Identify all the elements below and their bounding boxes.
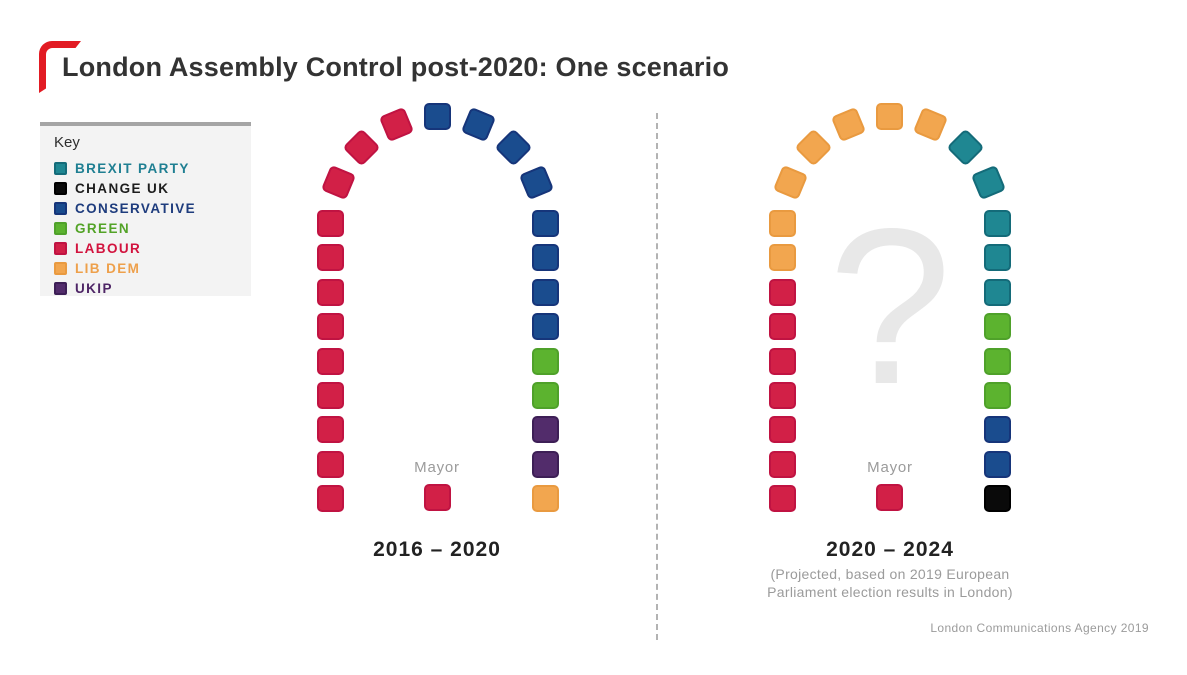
seat	[983, 485, 1011, 512]
mayor-seat	[424, 483, 451, 511]
caption-2016-2020: 2016 – 2020	[277, 538, 597, 562]
legend-item-conservative: CONSERVATIVE	[54, 198, 239, 218]
seat	[983, 210, 1011, 237]
seat	[316, 278, 344, 306]
legend-item-labour: LABOUR	[54, 238, 239, 258]
legend-item-brexit: BREXIT PARTY	[54, 158, 239, 178]
legend-swatch-libdem	[54, 261, 67, 275]
seat	[316, 485, 344, 512]
seat	[531, 278, 559, 306]
seat	[316, 381, 344, 409]
seat	[494, 128, 533, 167]
seat	[768, 450, 796, 478]
caption-title-left: 2016 – 2020	[373, 538, 501, 561]
legend-item-changeuk: CHANGE UK	[54, 178, 239, 198]
seat	[983, 416, 1011, 444]
page-title: London Assembly Control post-2020: One s…	[62, 52, 730, 82]
seat	[531, 416, 559, 444]
seat	[772, 164, 808, 200]
seat	[531, 210, 559, 237]
seat	[768, 347, 796, 375]
legend-label-changeuk: CHANGE UK	[75, 180, 170, 196]
seat	[912, 106, 949, 142]
legend-label-brexit: BREXIT PARTY	[75, 160, 190, 176]
seat	[971, 164, 1007, 200]
legend-label-green: GREEN	[75, 220, 131, 236]
seat	[316, 450, 344, 478]
seat	[519, 164, 555, 200]
legend-label-ukip: UKIP	[75, 280, 113, 296]
caption-title-right: 2020 – 2024	[826, 538, 954, 561]
seat	[316, 313, 344, 341]
caption-subtitle-right: (Projected, based on 2019 European Parli…	[767, 566, 1013, 600]
seat	[946, 128, 985, 167]
mayor-label-right: Mayor	[867, 459, 913, 476]
caption-2020-2024: 2020 – 2024 (Projected, based on 2019 Eu…	[730, 538, 1050, 601]
legend: Key BREXIT PARTY CHANGE UK CONSERVATIVE GRE…	[40, 122, 251, 296]
seat	[531, 450, 559, 478]
lca-corner-bracket-logo	[39, 41, 81, 99]
seat	[531, 244, 559, 272]
legend-item-libdem: LIB DEM	[54, 258, 239, 278]
seat	[983, 450, 1011, 478]
seat	[378, 106, 414, 142]
legend-swatch-changeuk	[54, 181, 67, 195]
seat	[876, 102, 903, 130]
legend-swatch-green	[54, 221, 67, 235]
legend-label-conservative: CONSERVATIVE	[75, 200, 197, 216]
seat	[342, 128, 381, 167]
corner-bracket-icon	[39, 41, 81, 93]
seat	[316, 210, 344, 237]
legend-heading: Key	[54, 134, 80, 151]
divider-dashed-line	[656, 113, 658, 640]
seat	[768, 485, 796, 512]
seat	[316, 347, 344, 375]
legend-swatch-labour	[54, 241, 67, 255]
legend-items: BREXIT PARTY CHANGE UK CONSERVATIVE GREEN LA…	[54, 158, 239, 298]
seat	[531, 347, 559, 375]
seat	[768, 244, 796, 272]
seat	[460, 106, 497, 142]
mayor-label-left: Mayor	[414, 459, 460, 476]
credit-line: London Communications Agency 2019	[930, 621, 1149, 635]
seat	[531, 313, 559, 341]
seat	[531, 485, 559, 512]
seat	[830, 106, 866, 142]
seat	[983, 313, 1011, 341]
legend-item-ukip: UKIP	[54, 278, 239, 298]
legend-label-labour: LABOUR	[75, 240, 142, 256]
seat	[424, 102, 451, 130]
legend-label-libdem: LIB DEM	[75, 260, 141, 276]
legend-item-green: GREEN	[54, 218, 239, 238]
seat	[983, 278, 1011, 306]
seat	[768, 381, 796, 409]
seat	[768, 278, 796, 306]
seat	[768, 210, 796, 237]
seat	[983, 381, 1011, 409]
question-mark-overlay: ?	[828, 183, 952, 431]
seat	[794, 128, 833, 167]
legend-swatch-conservative	[54, 201, 67, 215]
seat	[768, 313, 796, 341]
seat	[531, 381, 559, 409]
seat	[320, 164, 356, 200]
seat	[316, 416, 344, 444]
legend-swatch-brexit	[54, 161, 67, 175]
seat	[983, 244, 1011, 272]
legend-swatch-ukip	[54, 281, 67, 295]
seat	[316, 244, 344, 272]
mayor-seat	[876, 483, 903, 511]
seat	[768, 416, 796, 444]
seat	[983, 347, 1011, 375]
